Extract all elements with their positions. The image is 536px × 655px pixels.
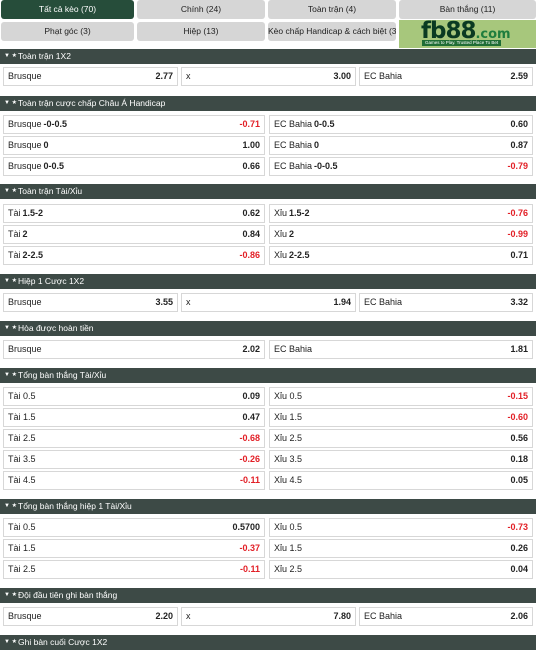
odds-cell-away[interactable]: EC Bahia 0-0.5 0.60 (269, 115, 533, 134)
section-header-over-under[interactable]: ▼ ★Toàn trận Tài/Xỉu (0, 184, 536, 199)
collapse-icon: ▼ ★ (4, 503, 17, 509)
tab-halves[interactable]: Hiệp (13) (137, 22, 265, 41)
odds-cell-over[interactable]: Tài 3.5 -0.26 (3, 450, 265, 469)
odds-row: Brusque 2.20 x 7.80 EC Bahia 2.06 (0, 607, 536, 626)
odds-cell-under[interactable]: Xỉu 1.5-2 -0.76 (269, 204, 533, 223)
odds-row: Tài 2.5 -0.68 Xỉu 2.5 0.56 (0, 429, 536, 448)
odds-cell-away[interactable]: EC Bahia -0-0.5 -0.79 (269, 157, 533, 176)
odds-row: Brusque 0-0.5 0.66 EC Bahia -0-0.5 -0.79 (0, 157, 536, 176)
section-header-asian-handicap[interactable]: ▼ ★Toàn trận cược chấp Châu Á Handicap (0, 96, 536, 111)
odds-row: Brusque 3.55 x 1.94 EC Bahia 3.32 (0, 293, 536, 312)
odds-row: Tài 1.5 0.47 Xỉu 1.5 -0.60 (0, 408, 536, 427)
odds-cell-away[interactable]: EC Bahia 1.81 (269, 340, 533, 359)
odds-cell-over[interactable]: Tài 1.5-2 0.62 (3, 204, 265, 223)
odds-cell-over[interactable]: Tài 2.5 -0.68 (3, 429, 265, 448)
odds-row: Tài 2 0.84 Xỉu 2 -0.99 (0, 225, 536, 244)
odds-cell-under[interactable]: Xỉu 0.5 -0.15 (269, 387, 533, 406)
odds-row: Tài 2-2.5 -0.86 Xỉu 2-2.5 0.71 (0, 246, 536, 265)
odds-cell-over[interactable]: Tài 0.5 0.09 (3, 387, 265, 406)
odds-cell-away[interactable]: EC Bahia 3.32 (359, 293, 533, 312)
collapse-icon: ▼ ★ (4, 188, 17, 194)
collapse-icon: ▼ ★ (4, 278, 17, 284)
collapse-icon: ▼ ★ (4, 372, 17, 378)
odds-cell-over[interactable]: Tài 2-2.5 -0.86 (3, 246, 265, 265)
odds-row: Tài 4.5 -0.11 Xỉu 4.5 0.05 (0, 471, 536, 490)
odds-cell-under[interactable]: Xỉu 2.5 0.56 (269, 429, 533, 448)
odds-row: Tài 1.5-2 0.62 Xỉu 1.5-2 -0.76 (0, 204, 536, 223)
collapse-icon: ▼ ★ (4, 325, 17, 331)
section-header-last-goal-1x2[interactable]: ▼ ★Ghi bàn cuối Cược 1X2 (0, 635, 536, 650)
odds-cell-home[interactable]: Brusque 2.02 (3, 340, 265, 359)
fb88-banner[interactable]: fb88.com Games to Play. Trusted Place To… (399, 20, 536, 48)
odds-row: Tài 2.5 -0.11 Xỉu 2.5 0.04 (0, 560, 536, 579)
section-header-first-half-1x2[interactable]: ▼ ★Hiệp 1 Cược 1X2 (0, 274, 536, 289)
odds-cell-home[interactable]: Brusque 2.77 (3, 67, 178, 86)
odds-cell-under[interactable]: Xỉu 3.5 0.18 (269, 450, 533, 469)
tab-goals[interactable]: Bàn thắng (11) (399, 0, 536, 19)
odds-cell-over[interactable]: Tài 1.5 -0.37 (3, 539, 265, 558)
section-header-first-team-to-score[interactable]: ▼ ★Đội đầu tiên ghi bàn thắng (0, 588, 536, 603)
odds-row: Tài 1.5 -0.37 Xỉu 1.5 0.26 (0, 539, 536, 558)
tab-corners[interactable]: Phạt góc (3) (1, 22, 134, 41)
odds-cell-under[interactable]: Xỉu 2.5 0.04 (269, 560, 533, 579)
logo-tagline: Games to Play. Trusted Place To Bet (422, 40, 502, 46)
section-header-total-goals[interactable]: ▼ ★Tổng bàn thắng Tài/Xỉu (0, 368, 536, 383)
odds-cell-home[interactable]: Brusque 0-0.5 0.66 (3, 157, 265, 176)
odds-cell-over[interactable]: Tài 4.5 -0.11 (3, 471, 265, 490)
odds-cell-draw[interactable]: x 3.00 (181, 67, 356, 86)
odds-row: Tài 3.5 -0.26 Xỉu 3.5 0.18 (0, 450, 536, 469)
odds-row: Brusque 2.77 x 3.00 EC Bahia 2.59 (0, 67, 536, 86)
odds-cell-home[interactable]: Brusque 2.20 (3, 607, 178, 626)
odds-cell-over[interactable]: Tài 2.5 -0.11 (3, 560, 265, 579)
collapse-icon: ▼ ★ (4, 592, 17, 598)
odds-cell-over[interactable]: Tài 0.5 0.5700 (3, 518, 265, 537)
section-header-full-match-1x2[interactable]: ▼ ★Toàn trận 1X2 (0, 49, 536, 64)
section-header-draw-no-bet[interactable]: ▼ ★Hòa được hoàn tiền (0, 321, 536, 336)
collapse-icon: ▼ ★ (4, 53, 17, 59)
odds-cell-under[interactable]: Xỉu 4.5 0.05 (269, 471, 533, 490)
odds-cell-draw[interactable]: x 7.80 (181, 607, 356, 626)
odds-row: Tài 0.5 0.09 Xỉu 0.5 -0.15 (0, 387, 536, 406)
odds-cell-under[interactable]: Xỉu 0.5 -0.73 (269, 518, 533, 537)
odds-cell-away[interactable]: EC Bahia 0 0.87 (269, 136, 533, 155)
odds-cell-home[interactable]: Brusque -0-0.5 -0.71 (3, 115, 265, 134)
odds-cell-under[interactable]: Xỉu 2 -0.99 (269, 225, 533, 244)
odds-row: Tài 0.5 0.5700 Xỉu 0.5 -0.73 (0, 518, 536, 537)
tab-all-markets[interactable]: Tất cả kèo (70) (1, 0, 134, 19)
odds-cell-home[interactable]: Brusque 3.55 (3, 293, 178, 312)
fb88-logo: fb88.com Games to Play. Trusted Place To… (421, 20, 511, 46)
odds-row: Brusque -0-0.5 -0.71 EC Bahia 0-0.5 0.60 (0, 115, 536, 134)
market-tabs: Tất cả kèo (70) Chính (24) Toàn trận (4)… (0, 0, 536, 48)
odds-cell-away[interactable]: EC Bahia 2.59 (359, 67, 533, 86)
odds-row: Brusque 0 1.00 EC Bahia 0 0.87 (0, 136, 536, 155)
odds-cell-draw[interactable]: x 1.94 (181, 293, 356, 312)
collapse-icon: ▼ ★ (4, 100, 17, 106)
tab-main[interactable]: Chính (24) (137, 0, 265, 19)
odds-cell-over[interactable]: Tài 2 0.84 (3, 225, 265, 244)
odds-cell-home[interactable]: Brusque 0 1.00 (3, 136, 265, 155)
tab-handicap[interactable]: Kèo chấp Handicap & cách biệt (3) (268, 22, 396, 41)
odds-cell-under[interactable]: Xỉu 2-2.5 0.71 (269, 246, 533, 265)
odds-cell-over[interactable]: Tài 1.5 0.47 (3, 408, 265, 427)
section-header-first-half-total[interactable]: ▼ ★Tổng bàn thắng hiệp 1 Tài/Xỉu (0, 499, 536, 514)
odds-cell-under[interactable]: Xỉu 1.5 -0.60 (269, 408, 533, 427)
odds-cell-away[interactable]: EC Bahia 2.06 (359, 607, 533, 626)
odds-cell-under[interactable]: Xỉu 1.5 0.26 (269, 539, 533, 558)
odds-row: Brusque 2.02 EC Bahia 1.81 (0, 340, 536, 359)
collapse-icon: ▼ ★ (4, 639, 17, 645)
tab-full-match[interactable]: Toàn trận (4) (268, 0, 396, 19)
